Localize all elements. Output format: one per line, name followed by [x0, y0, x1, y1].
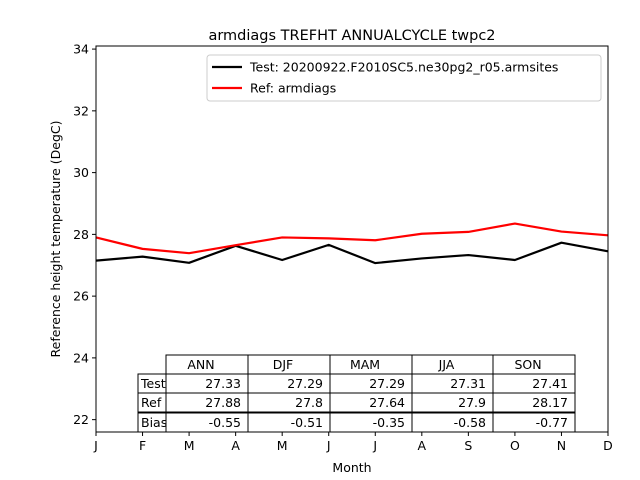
table-cell-value: 27.88 — [205, 395, 241, 410]
table-row-label-2: Bias — [141, 415, 167, 430]
table-cell-value: 27.8 — [295, 395, 323, 410]
y-tick-label: 28 — [73, 227, 89, 242]
table-cell-value: -0.58 — [454, 415, 486, 430]
y-tick-label: 34 — [73, 42, 89, 57]
stats-table: ANN DJF MAM JJA SON Test 27.33 27.29 27.29 27.31 2… — [137, 354, 576, 433]
x-tick-label: D — [603, 438, 613, 453]
x-axis-label: Month — [332, 460, 371, 475]
y-axis: 22 24 26 28 30 32 34 — [73, 42, 96, 427]
table-cell-value: 27.29 — [287, 376, 323, 391]
table-header-4: SON — [514, 357, 541, 372]
table-cell-value: -0.77 — [536, 415, 568, 430]
x-tick-label: A — [231, 438, 240, 453]
table-cell-value: 27.31 — [450, 376, 486, 391]
x-tick-label: N — [557, 438, 566, 453]
y-tick-label: 32 — [73, 103, 89, 118]
table-cell-value: 27.33 — [205, 376, 241, 391]
table-cell-value: 28.17 — [532, 395, 568, 410]
legend: Test: 20200922.F2010SC5.ne30pg2_r05.arms… — [206, 54, 602, 102]
table-cell-value: 27.29 — [369, 376, 405, 391]
legend-entry-1: Ref: armdiags — [250, 81, 336, 96]
legend-entry-0: Test: 20200922.F2010SC5.ne30pg2_r05.arms… — [249, 60, 558, 75]
table-cell — [492, 412, 576, 433]
table-cell-value: 27.9 — [458, 395, 486, 410]
table-cell-value: -0.55 — [209, 415, 241, 430]
x-tick-label: M — [277, 438, 288, 453]
table-cell-value: 27.64 — [369, 395, 405, 410]
legend-box — [206, 54, 602, 102]
series-layer — [95, 222, 609, 265]
y-tick-label: 24 — [73, 350, 89, 365]
series-line-0 — [95, 241, 609, 265]
x-tick-label: J — [326, 438, 331, 453]
y-tick-label: 22 — [73, 412, 89, 427]
table-cell-value: 27.41 — [532, 376, 568, 391]
table-row-label-0: Test — [140, 376, 166, 391]
y-tick-label: 30 — [73, 165, 89, 180]
x-tick-label: J — [372, 438, 377, 453]
x-tick-label: M — [184, 438, 195, 453]
table-row-label-1: Ref — [141, 395, 162, 410]
table-header-3: JJA — [438, 357, 455, 372]
table-header-0: ANN — [187, 357, 214, 372]
table-header-2: MAM — [350, 357, 380, 372]
table-cell — [492, 392, 576, 413]
table-header-1: DJF — [273, 357, 294, 372]
chart-title: armdiags TREFHT ANNUALCYCLE twpc2 — [208, 28, 495, 44]
x-tick-label: S — [464, 438, 472, 453]
y-tick-label: 26 — [73, 289, 89, 304]
x-tick-label: F — [139, 438, 146, 453]
table-cell-value: -0.51 — [291, 415, 323, 430]
series-line-1 — [95, 222, 609, 255]
x-tick-label: A — [418, 438, 427, 453]
x-tick-label: J — [93, 438, 98, 453]
table-cell-value: -0.35 — [373, 415, 405, 430]
y-axis-label: Reference height temperature (DegC) — [48, 120, 63, 357]
x-tick-label: O — [510, 438, 520, 453]
